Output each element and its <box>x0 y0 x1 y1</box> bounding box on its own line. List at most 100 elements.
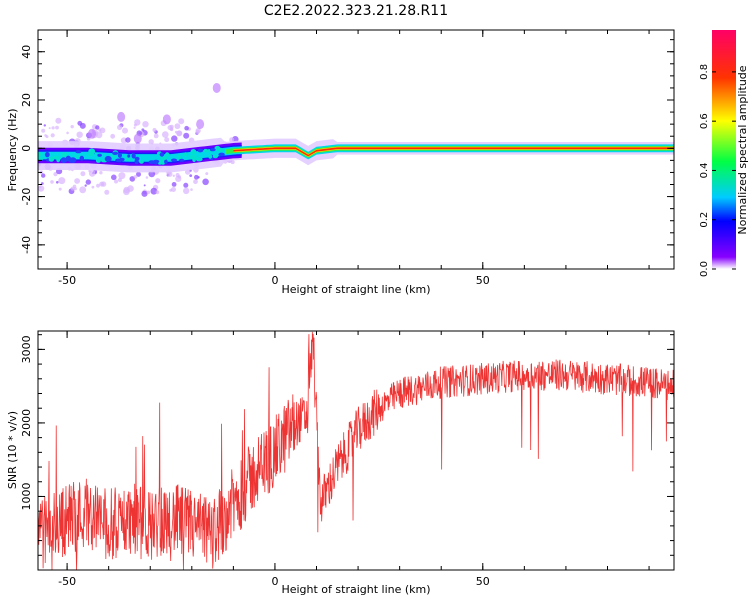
noise-speckle <box>148 139 154 145</box>
noise-speckle <box>45 135 49 139</box>
noise-speckle <box>70 125 74 129</box>
noise-speckle <box>145 176 149 179</box>
snr-series-line <box>38 331 674 570</box>
y-tick-label: 20 <box>20 93 33 107</box>
noise-speckle <box>95 131 103 139</box>
noise-speckle <box>162 131 169 138</box>
colorbar: 0.0 0.2 0.4 0.6 0.8 Normalized spectral ampl… <box>699 30 749 277</box>
noise-speckle <box>53 172 58 177</box>
noise-speckle <box>58 187 62 191</box>
spectral-blob <box>38 152 43 157</box>
spectral-blob <box>124 156 132 162</box>
noise-speckle <box>80 171 86 177</box>
noise-speckle <box>41 128 46 133</box>
x-tick-label: 50 <box>476 575 490 588</box>
noise-speckle <box>84 184 87 187</box>
noise-speckle <box>143 184 146 187</box>
snr-plot-area <box>38 331 674 570</box>
noise-speckle <box>197 176 200 179</box>
noise-speckle <box>167 125 173 131</box>
noise-speckle <box>95 125 100 130</box>
spectral-spot <box>212 82 221 93</box>
noise-speckle <box>174 123 181 130</box>
x-tick-label: 0 <box>271 575 278 588</box>
spectral-blob <box>131 153 136 159</box>
noise-speckle <box>183 132 190 139</box>
spectral-blob <box>159 152 165 157</box>
noise-speckle <box>99 171 103 175</box>
noise-speckle <box>136 171 141 177</box>
noise-speckle <box>164 137 170 143</box>
noise-speckle <box>171 135 178 142</box>
colorbar-ticks: 0.0 0.2 0.4 0.6 0.8 <box>699 64 736 277</box>
colorbar-tick-label: 0.2 <box>699 212 710 228</box>
spectral-blob <box>197 148 204 153</box>
noise-speckle <box>110 133 116 139</box>
noise-speckle <box>177 175 181 179</box>
noise-speckle <box>41 173 46 178</box>
colorbar-tick-label: 0.4 <box>699 162 710 178</box>
noise-speckle <box>190 188 193 191</box>
spectral-spot <box>88 128 97 139</box>
noise-speckle <box>117 124 123 130</box>
noise-speckle <box>91 185 95 189</box>
noise-speckle <box>72 184 77 188</box>
spectrogram-plot-area <box>38 82 674 197</box>
spectral-blob <box>61 152 68 158</box>
noise-speckle <box>66 131 69 135</box>
spectral-blob <box>208 154 213 159</box>
noise-speckle <box>48 127 51 130</box>
noise-speckle <box>85 179 92 185</box>
x-tick-label: -50 <box>58 274 76 287</box>
spectral-blob <box>170 158 178 162</box>
spectral-blob <box>97 153 102 157</box>
noise-speckle <box>117 178 122 182</box>
spectral-blob <box>183 152 188 157</box>
spectrogram-y-axis-label: Frequency (Hz) <box>6 109 19 192</box>
y-tick-label: -20 <box>20 188 33 206</box>
noise-speckle <box>55 125 59 130</box>
noise-speckle <box>58 177 66 185</box>
noise-speckle <box>172 174 175 177</box>
noise-speckle <box>229 137 235 143</box>
colorbar-label: Normalized spectral amplitude <box>736 65 749 234</box>
y-tick-label: -40 <box>20 236 33 254</box>
spectral-blob <box>127 154 131 158</box>
spectral-band-4 <box>233 146 674 157</box>
noise-speckle <box>55 117 62 124</box>
noise-speckle <box>79 186 87 194</box>
noise-speckle <box>100 181 107 187</box>
spectral-blob <box>104 155 112 162</box>
noise-speckle <box>189 174 193 178</box>
noise-speckle <box>51 126 55 130</box>
spectral-blob <box>178 158 185 162</box>
noise-speckle <box>134 119 141 126</box>
spectral-spot <box>117 111 126 122</box>
x-tick-label: 0 <box>271 274 278 287</box>
colorbar-tick-label: 0.0 <box>699 261 710 277</box>
spectral-spot <box>162 114 171 125</box>
noise-speckle <box>194 174 199 180</box>
noise-speckle <box>43 124 46 127</box>
noise-speckle <box>38 185 45 192</box>
spectral-blob <box>195 157 203 162</box>
spectral-blob <box>112 151 119 155</box>
y-tick-label: 1000 <box>20 482 33 510</box>
noise-speckle <box>171 182 177 187</box>
noise-speckle <box>193 179 198 185</box>
noise-speckle <box>129 176 136 182</box>
spectral-spot <box>196 119 205 130</box>
spectrogram-x-axis-label: Height of straight line (km) <box>281 283 430 296</box>
noise-speckle <box>166 171 173 177</box>
spectrogram-panel: -50 0 50 -40 -20 0 20 40 Height of straight li… <box>6 29 675 296</box>
noise-speckle <box>96 183 100 188</box>
noise-speckle <box>77 120 83 126</box>
spectral-blob <box>212 154 218 159</box>
spectral-blob <box>160 156 168 161</box>
noise-speckle <box>146 190 151 195</box>
spectral-blob <box>164 159 168 165</box>
spectral-blob <box>152 159 160 163</box>
spectral-blob <box>134 156 140 161</box>
noise-speckle <box>141 128 145 132</box>
spectral-band-5 <box>233 147 674 157</box>
